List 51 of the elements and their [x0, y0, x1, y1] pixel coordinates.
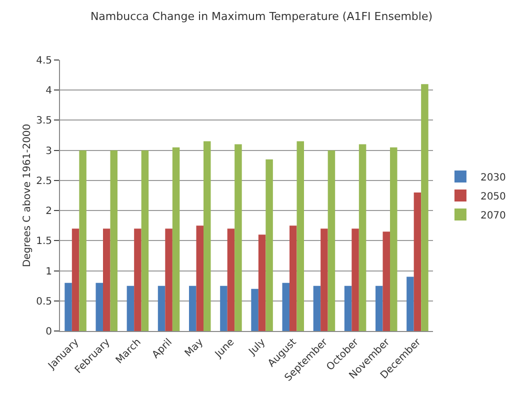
bar [390, 147, 398, 331]
y-tick-label: 4 [46, 86, 52, 97]
bar [103, 228, 110, 331]
bar [72, 228, 80, 331]
bar [282, 282, 290, 331]
bar [406, 276, 414, 331]
bar [196, 226, 204, 331]
bar [352, 228, 359, 331]
bar [204, 141, 211, 331]
bar [266, 159, 273, 331]
legend-label: 2030 [480, 172, 506, 184]
bar [382, 232, 390, 331]
legend-label: 2070 [480, 210, 506, 222]
bar [376, 286, 383, 331]
legend-label: 2050 [480, 191, 506, 202]
bar [296, 141, 304, 331]
bar [358, 144, 366, 331]
bar [134, 228, 142, 331]
bar [64, 282, 72, 331]
y-tick-label: 4.5 [36, 56, 52, 66]
y-tick-label: 1.5 [36, 236, 52, 248]
bar [158, 286, 166, 331]
bar [172, 147, 180, 331]
bar [110, 150, 118, 331]
y-tick-label: 3.5 [36, 116, 52, 127]
bar [227, 228, 235, 331]
y-axis-title: Degrees C above 1961-2000 [22, 124, 33, 268]
chart-title: Nambucca Change in Maximum Temperature (A1FI Ensemble) [90, 10, 433, 24]
y-tick-label: 2.5 [36, 176, 52, 187]
bar [126, 286, 134, 331]
bar [165, 228, 172, 331]
y-tick-label: 2 [46, 206, 52, 218]
bar [320, 228, 328, 331]
y-tick-label: 0.5 [36, 296, 52, 308]
y-tick-label: 3 [46, 146, 52, 157]
bar [79, 150, 86, 331]
bar [220, 286, 228, 331]
bar [141, 150, 149, 331]
bar [328, 150, 336, 331]
bar [96, 282, 103, 331]
bar [234, 144, 242, 331]
bar [313, 286, 321, 331]
bar [251, 288, 258, 331]
bar [421, 84, 428, 331]
y-tick-label: 1 [46, 266, 52, 278]
bar [290, 226, 297, 331]
bar [344, 286, 352, 331]
y-tick-label: 0 [46, 326, 52, 338]
bar [258, 234, 266, 331]
bar [189, 286, 196, 331]
bar [414, 192, 422, 331]
